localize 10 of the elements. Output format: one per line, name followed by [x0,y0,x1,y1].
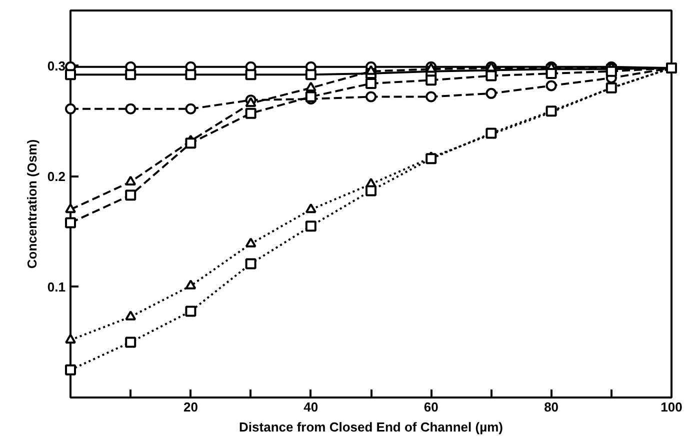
y-tick-label: 0.2 [47,168,66,184]
x-tick-label: 40 [304,400,318,414]
y-tick-label: 0.3 [47,58,66,74]
x-tick-label: 100 [660,400,682,414]
x-tick-label: 20 [183,400,198,414]
y-axis-title: Concentration (Osm) [24,139,40,269]
x-tick-label: 80 [544,400,559,414]
y-tick-label: 0.1 [47,279,66,294]
x-axis-title: Distance from Closed End of Channel (µm) [239,420,503,434]
x-tick-label: 60 [424,400,438,414]
